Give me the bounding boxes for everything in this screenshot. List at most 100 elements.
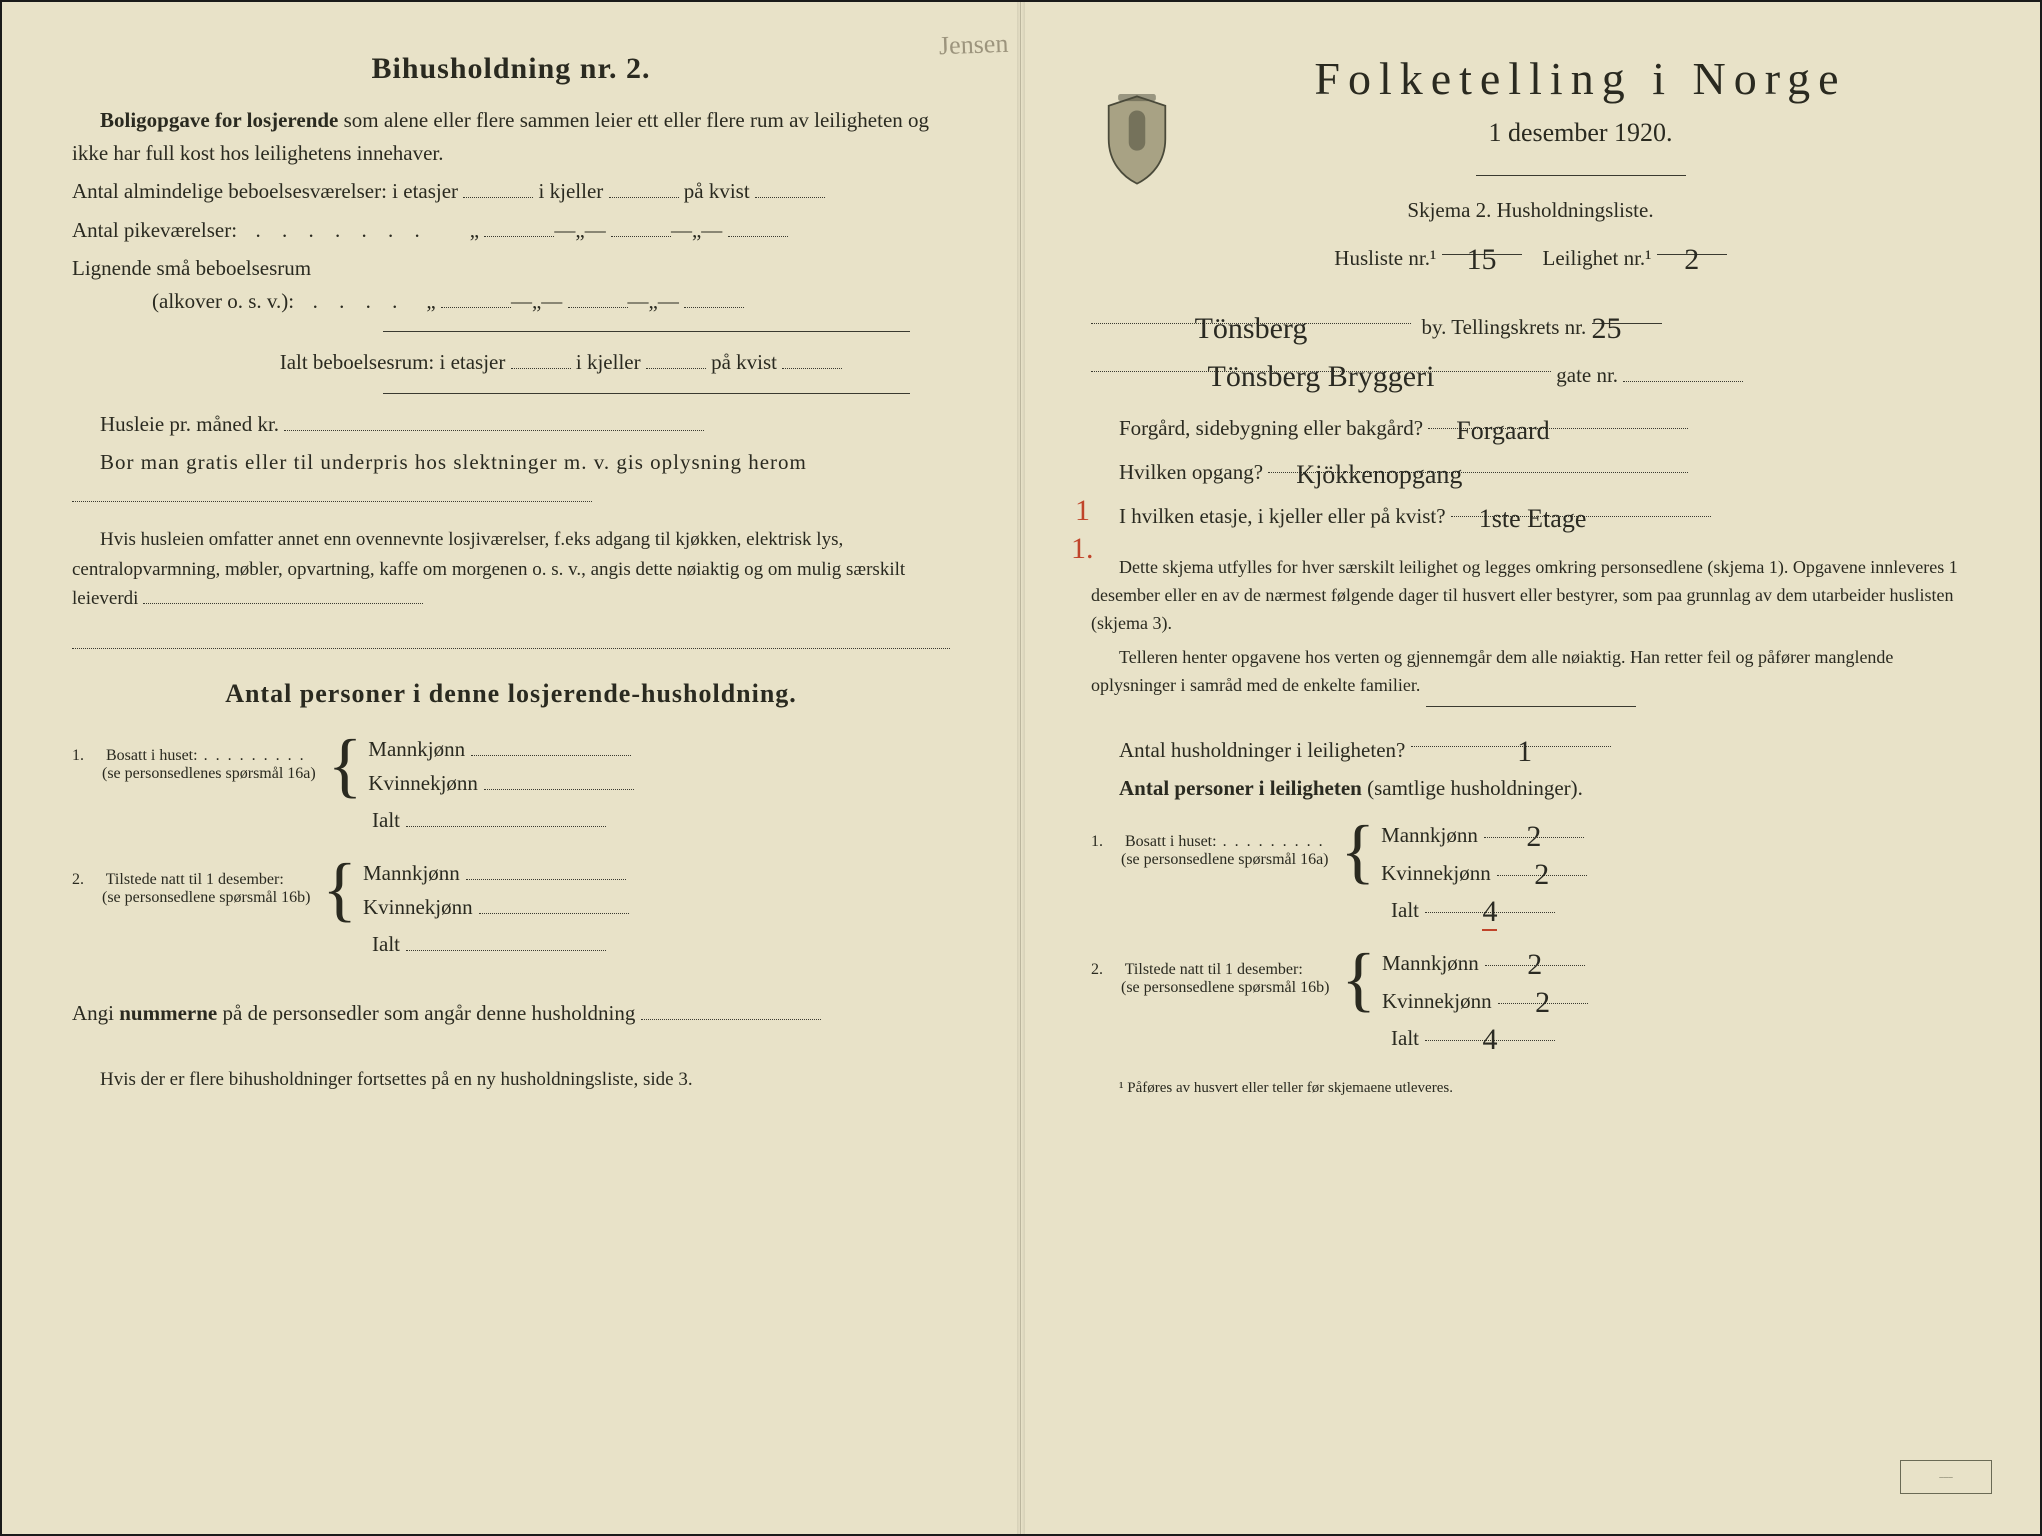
- blank: [511, 347, 571, 369]
- gate-line: Tönsberg Bryggeri gate nr.: [1091, 350, 1970, 392]
- m1-value: 2: [1526, 820, 1541, 853]
- list-number: 2.: [1091, 961, 1121, 979]
- maid-label: Antal pikeværelser:: [72, 218, 237, 242]
- blank: [406, 929, 606, 951]
- female-label: Kvinnekjønn: [363, 895, 473, 920]
- rooms-line: Antal almindelige beboelsesværelser: i e…: [72, 175, 950, 208]
- intro-bold: Boligopgave for losjerende: [100, 108, 338, 132]
- right-count-block-2: 2. Tilstede natt til 1 desember: (se per…: [1091, 943, 1970, 1015]
- leilighet-label: Leilighet nr.¹: [1543, 246, 1652, 270]
- blank: [484, 768, 634, 790]
- free-rent-label: Bor man gratis eller til underpris hos s…: [100, 450, 807, 474]
- t2-value: 4: [1482, 1023, 1497, 1056]
- printer-stamp: ⎯⎯⎯: [1900, 1460, 1992, 1494]
- t1-value: 4: [1482, 895, 1497, 931]
- blank: [728, 215, 788, 237]
- left-page: Bihusholdning nr. 2. Boligopgave for los…: [2, 2, 1021, 1534]
- nummerne-bold: nummerne: [119, 1001, 217, 1025]
- brace-icon: {: [328, 729, 363, 801]
- husliste-value: 15: [1467, 243, 1497, 276]
- by-label: by. Tellingskrets nr.: [1422, 315, 1587, 339]
- male-label: Mannkjønn: [1382, 951, 1479, 976]
- cellar-label: i kjeller: [539, 179, 604, 203]
- total-label: Ialt: [372, 932, 400, 957]
- blank: [463, 176, 533, 198]
- leilighet-value: 2: [1684, 243, 1699, 276]
- forgard-a: Forgaard: [1456, 416, 1549, 445]
- maid-rooms-line: Antal pikeværelser: . . . . . . . „ —„— …: [72, 214, 950, 247]
- brace-icon: {: [1341, 815, 1376, 887]
- total-rooms-label: Ialt beboelsesrum: i etasjer: [280, 350, 506, 374]
- antal-pers-line: Antal personer i leiligheten (samtlige h…: [1091, 772, 1970, 805]
- similar-rooms-line2: (alkover o. s. v.): . . . . „ —„— —„—: [152, 285, 950, 318]
- f1-value: 2: [1534, 858, 1549, 891]
- divider: [383, 331, 910, 332]
- blank: [406, 805, 606, 827]
- male-label: Mannkjønn: [368, 737, 465, 762]
- ialt-line-1: Ialt: [372, 805, 950, 833]
- blank: [755, 176, 825, 198]
- rent-note: Hvis husleien omfatter annet enn ovennev…: [72, 525, 950, 613]
- blank: [471, 734, 631, 756]
- coat-of-arms-icon: [1101, 94, 1173, 186]
- list-number: 2.: [72, 871, 102, 889]
- opgang-a: Kjökkenopgang: [1296, 460, 1462, 489]
- husliste-label: Husliste nr.¹: [1334, 246, 1436, 270]
- etasje-q: I hvilken etasje, i kjeller eller på kvi…: [1119, 504, 1446, 528]
- opgang-line: Hvilken opgang? Kjökkenopgang: [1091, 451, 1970, 489]
- count-block-2: 2. Tilstede natt til 1 desember: (se per…: [72, 853, 950, 925]
- total-label: Ialt: [372, 808, 400, 833]
- r-item1-label: Bosatt i huset:: [1125, 833, 1217, 850]
- red-mark-2: 1.: [1071, 532, 1094, 566]
- forgard-line: Forgård, sidebygning eller bakgård? Forg…: [1091, 407, 1970, 445]
- item1-sub: (se personsedlenes spørsmål 16a): [102, 765, 316, 782]
- total-label: Ialt: [1391, 1026, 1419, 1051]
- forgard-q: Forgård, sidebygning eller bakgård?: [1119, 416, 1423, 440]
- divider: [1426, 706, 1636, 707]
- total-label: Ialt: [1391, 898, 1419, 923]
- blank: [484, 215, 554, 237]
- left-title: Bihusholdning nr. 2.: [72, 52, 950, 86]
- blank: [641, 998, 821, 1020]
- loft-label-2: på kvist: [711, 350, 777, 374]
- blank: [1623, 360, 1743, 382]
- list-number: 1.: [1091, 833, 1121, 851]
- blank: [684, 286, 744, 308]
- title-rule: [1476, 175, 1686, 176]
- m2-value: 2: [1527, 948, 1542, 981]
- female-label: Kvinnekjønn: [1382, 989, 1492, 1014]
- main-title: Folketelling i Norge: [1191, 52, 1970, 105]
- blank-line: [72, 632, 950, 649]
- document-spread: Jensen Bihusholdning nr. 2. Boligopgave …: [0, 0, 2042, 1536]
- right-header: Folketelling i Norge 1 desember 1920.: [1091, 52, 1970, 194]
- krets-value: 25: [1592, 312, 1622, 345]
- red-mark-1: 1: [1075, 494, 1090, 528]
- divider: [383, 393, 910, 394]
- intro-paragraph: Boligopgave for losjerende som alene ell…: [72, 104, 950, 169]
- blank: [466, 858, 626, 880]
- r-item2-sub: (se personsedlene spørsmål 16b): [1121, 979, 1329, 996]
- blank: [479, 892, 629, 914]
- rent-label: Husleie pr. måned kr.: [100, 412, 279, 436]
- schema-line: Skjema 2. Husholdningsliste.: [1091, 194, 1970, 227]
- left-footer: Hvis der er flere bihusholdninger fortse…: [72, 1065, 950, 1094]
- blank: [568, 286, 628, 308]
- brace-icon: {: [1341, 943, 1376, 1015]
- right-page: Folketelling i Norge 1 desember 1920. Sk…: [1021, 2, 2040, 1534]
- antal-pers-bold: Antal personer i leiligheten: [1119, 776, 1362, 800]
- right-count-block-1: 1. Bosatt i huset: (se personsedlene spø…: [1091, 815, 1970, 887]
- rooms-label: Antal almindelige beboelsesværelser: i e…: [72, 179, 458, 203]
- blank: [611, 215, 671, 237]
- antal-hush-q: Antal husholdninger i leiligheten?: [1119, 738, 1405, 762]
- etasje-line: I hvilken etasje, i kjeller eller på kvi…: [1091, 495, 1970, 533]
- gate-label: gate nr.: [1556, 363, 1618, 387]
- female-label: Kvinnekjønn: [1381, 861, 1491, 886]
- instructions-2: Telleren henter opgavene hos verten og g…: [1091, 644, 1970, 700]
- r-ialt-line-2: Ialt 4: [1391, 1019, 1970, 1051]
- r-ialt-line-1: Ialt 4: [1391, 891, 1970, 923]
- f2-value: 2: [1535, 986, 1550, 1019]
- etasje-a: 1ste Etage: [1479, 504, 1587, 533]
- blank: [782, 347, 842, 369]
- husliste-line: Husliste nr.¹ 15 Leilighet nr.¹ 2: [1091, 233, 1970, 275]
- blank: [284, 409, 704, 431]
